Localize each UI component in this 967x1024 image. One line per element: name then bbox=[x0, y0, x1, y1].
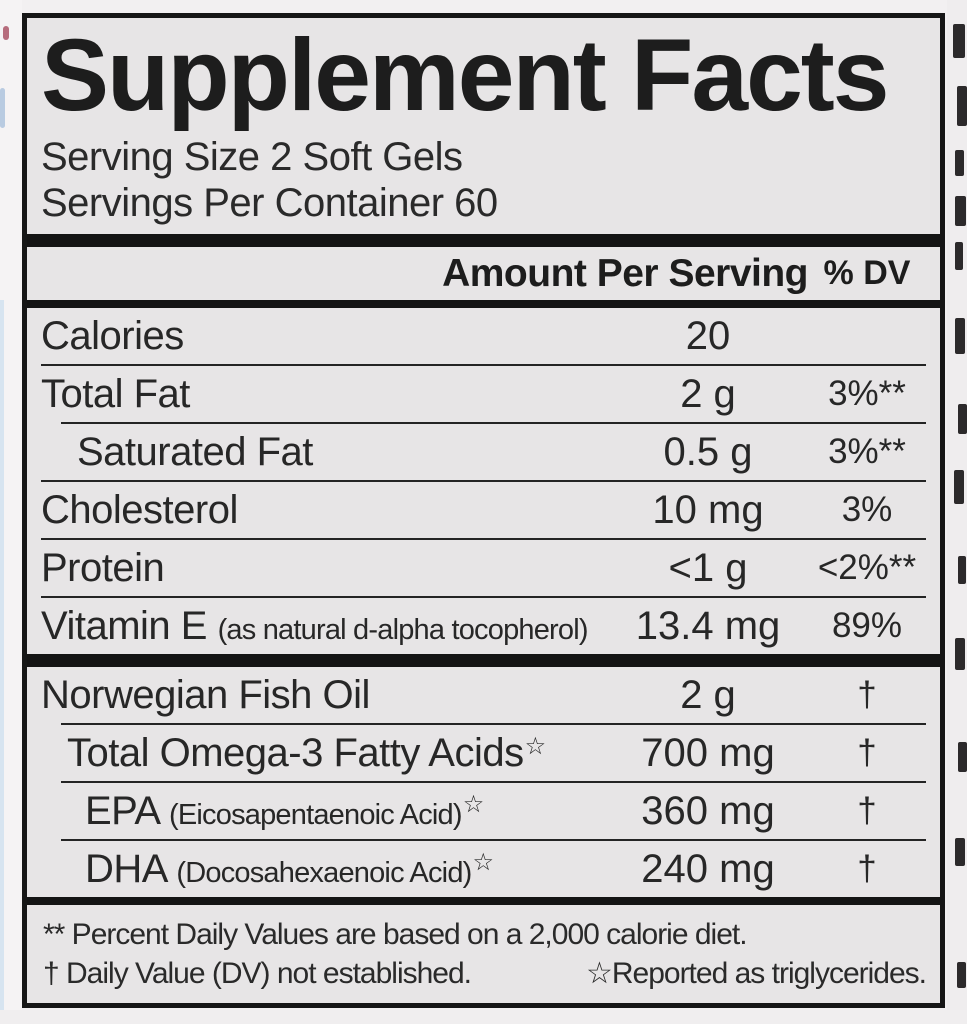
nutrient-dv: 89% bbox=[831, 606, 903, 646]
star-symbol: ☆ bbox=[462, 790, 485, 818]
nutrient-amount: 360 mg bbox=[641, 788, 775, 833]
row-dha: DHA (Docosahexaenoic Acid)☆ 240 mg † bbox=[41, 841, 926, 897]
nutrient-dv: † bbox=[857, 675, 877, 715]
supplement-facts-panel: Supplement Facts Serving Size 2 Soft Gel… bbox=[22, 13, 945, 1008]
nutrient-dv: † bbox=[857, 791, 877, 831]
edge-glyph-fragment bbox=[955, 318, 965, 354]
panel-title: Supplement Facts bbox=[41, 18, 890, 132]
servings-per-container: Servings Per Container 60 bbox=[41, 181, 498, 226]
nutrient-dv: 3% bbox=[841, 490, 893, 530]
edge-glyph-fragment bbox=[955, 242, 963, 270]
footnote-dv-not-established: † Daily Value (DV) not established. bbox=[43, 957, 472, 991]
edge-glyph-fragment bbox=[955, 638, 965, 670]
divider-thick bbox=[27, 234, 940, 248]
nutrient-amount: 10 mg bbox=[652, 487, 764, 532]
serving-info: Serving Size 2 Soft Gels Servings Per Co… bbox=[41, 134, 926, 226]
divider-thin-indented bbox=[61, 422, 926, 425]
edge-speck bbox=[0, 88, 5, 128]
serving-size: Serving Size 2 Soft Gels bbox=[41, 135, 463, 180]
nutrient-note: (Docosahexaenoic Acid) bbox=[176, 856, 472, 889]
edge-glyph-fragment bbox=[957, 86, 967, 126]
divider-thin-indented bbox=[61, 781, 926, 784]
nutrient-dv: † bbox=[857, 733, 877, 773]
row-saturated-fat: Saturated Fat 0.5 g 3%** bbox=[41, 424, 926, 480]
footnote-line-2: † Daily Value (DV) not established. ☆Rep… bbox=[43, 954, 927, 993]
nutrient-name: Protein bbox=[41, 545, 165, 590]
divider-medium bbox=[27, 300, 940, 309]
edge-glyph-fragment bbox=[954, 470, 964, 504]
edge-speck bbox=[3, 26, 9, 40]
divider-thin-indented bbox=[61, 723, 926, 726]
divider-thin bbox=[41, 538, 926, 541]
nutrient-amount: 20 bbox=[685, 313, 731, 358]
row-calories: Calories 20 bbox=[41, 308, 926, 364]
nutrient-name: Cholesterol bbox=[41, 487, 238, 532]
nutrient-name: Calories bbox=[41, 313, 184, 358]
edge-glyph-fragment bbox=[958, 556, 966, 584]
header-amount-per-serving: Amount Per Serving bbox=[442, 251, 808, 295]
nutrient-dv: <2%** bbox=[817, 548, 917, 588]
nutrient-amount: 2 g bbox=[680, 371, 736, 416]
nutrient-dv: † bbox=[857, 849, 877, 889]
row-total-omega-3: Total Omega-3 Fatty Acids☆ 700 mg † bbox=[41, 725, 926, 781]
table-header: Amount Per Serving % DV bbox=[41, 247, 926, 300]
row-protein: Protein <1 g <2%** bbox=[41, 540, 926, 596]
nutrient-name: EPA bbox=[85, 788, 159, 833]
footnote-daily-values: ** Percent Daily Values are based on a 2… bbox=[43, 918, 748, 952]
edge-highlight bbox=[0, 300, 4, 1024]
nutrient-note: (Eicosapentaenoic Acid) bbox=[169, 798, 463, 831]
edge-glyph-fragment bbox=[955, 838, 965, 866]
edge-glyph-fragment bbox=[953, 24, 965, 58]
nutrient-amount: 2 g bbox=[680, 672, 736, 717]
star-symbol: ☆ bbox=[472, 848, 495, 876]
row-norwegian-fish-oil: Norwegian Fish Oil 2 g † bbox=[41, 667, 926, 723]
footnote-triglycerides: ☆Reported as triglycerides. bbox=[585, 957, 927, 991]
bottom-edge-strip bbox=[0, 1010, 967, 1024]
row-cholesterol: Cholesterol 10 mg 3% bbox=[41, 482, 926, 538]
nutrient-note: (as natural d-alpha tocopherol) bbox=[217, 613, 589, 646]
nutrient-name: Total Omega-3 Fatty Acids bbox=[67, 730, 524, 775]
nutrient-amount: 0.5 g bbox=[663, 429, 753, 474]
nutrient-dv: 3%** bbox=[828, 374, 906, 414]
nutrient-name: Vitamin E bbox=[41, 603, 207, 648]
nutrient-name: Norwegian Fish Oil bbox=[41, 672, 370, 717]
nutrient-amount: 700 mg bbox=[641, 730, 775, 775]
divider-thin bbox=[41, 364, 926, 367]
edge-glyph-fragment bbox=[958, 404, 967, 434]
nutrient-name: Total Fat bbox=[41, 371, 190, 416]
footnotes: ** Percent Daily Values are based on a 2… bbox=[41, 905, 927, 999]
edge-glyph-fragment bbox=[957, 962, 966, 988]
nutrient-dv: 3%** bbox=[828, 432, 906, 472]
divider-thin-indented bbox=[61, 839, 926, 842]
nutrient-name: DHA bbox=[85, 846, 166, 891]
row-vitamin-e: Vitamin E (as natural d-alpha tocopherol… bbox=[41, 598, 926, 654]
edge-glyph-fragment bbox=[955, 150, 964, 176]
nutrient-name: Saturated Fat bbox=[77, 429, 313, 474]
divider-medium bbox=[27, 897, 940, 906]
star-symbol: ☆ bbox=[524, 732, 547, 760]
nutrient-amount: <1 g bbox=[668, 545, 748, 590]
row-epa: EPA (Eicosapentaenoic Acid)☆ 360 mg † bbox=[41, 783, 926, 839]
left-edge-strip bbox=[0, 0, 22, 1024]
row-total-fat: Total Fat 2 g 3%** bbox=[41, 366, 926, 422]
divider-thin bbox=[41, 596, 926, 599]
header-percent-dv: % DV bbox=[823, 254, 911, 293]
edge-glyph-fragment bbox=[955, 196, 966, 226]
edge-glyph-fragment bbox=[958, 742, 967, 772]
right-edge-fragments bbox=[947, 0, 967, 1024]
divider-thin bbox=[41, 480, 926, 483]
divider-thick bbox=[27, 654, 940, 668]
nutrient-amount: 13.4 mg bbox=[635, 603, 781, 648]
nutrient-amount: 240 mg bbox=[641, 846, 775, 891]
